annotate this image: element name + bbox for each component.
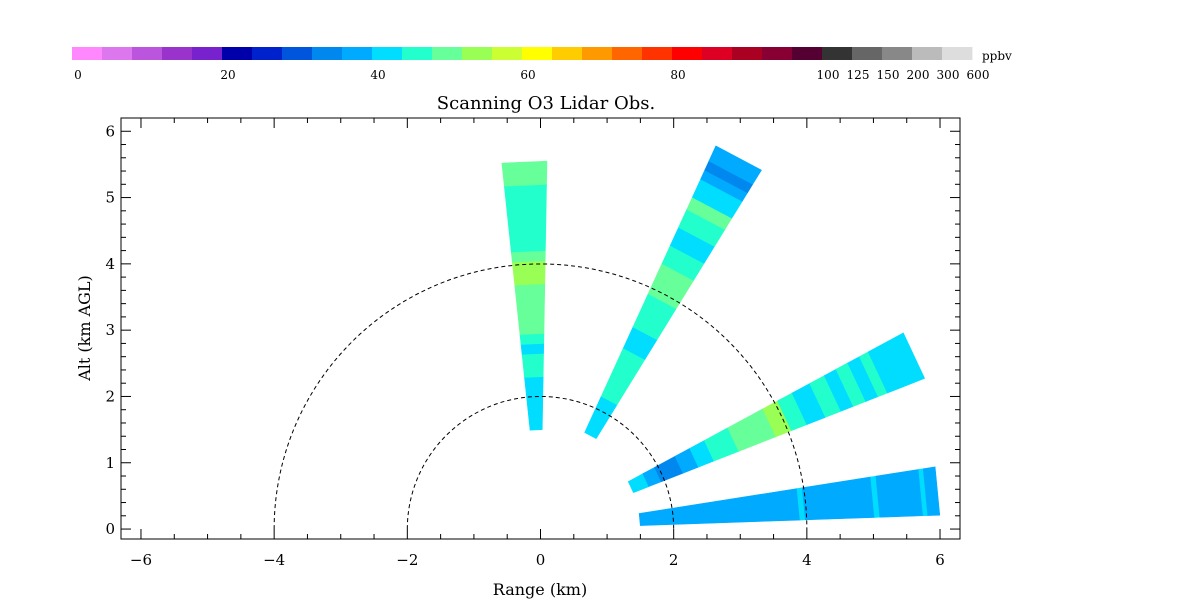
colorbar-swatch	[342, 47, 373, 60]
y-tick-label: 6	[105, 122, 115, 140]
colorbar-tick-label: 80	[670, 68, 685, 82]
colorbar-swatch	[702, 47, 733, 60]
colorbar-swatch	[942, 47, 973, 60]
x-axis-ticks: −6 −4 −2 0 2 4 6	[130, 118, 945, 569]
x-axis-label: Range (km)	[493, 580, 587, 599]
colorbar-swatch	[732, 47, 763, 60]
colorbar-swatch	[252, 47, 283, 60]
y-tick-label: 5	[105, 189, 115, 207]
colorbar-swatch	[462, 47, 493, 60]
y-tick-label: 3	[105, 321, 115, 339]
colorbar-tick-label: 0	[74, 68, 82, 82]
colorbar-tick-label: 600	[967, 68, 990, 82]
beam-segment	[519, 333, 545, 345]
colorbar-swatch	[192, 47, 223, 60]
colorbar-swatch	[162, 47, 193, 60]
colorbar-tick-label: 300	[937, 68, 960, 82]
colorbar-swatch	[672, 47, 703, 60]
y-axis-label: Alt (km AGL)	[75, 275, 94, 382]
x-tick-label: −2	[396, 551, 418, 569]
lidar-beam	[501, 160, 548, 431]
colorbar-tick-label: 40	[370, 68, 385, 82]
colorbar-swatch	[852, 47, 883, 60]
colorbar-swatch	[912, 47, 943, 60]
colorbar-swatch	[72, 47, 103, 60]
colorbar-swatch	[582, 47, 613, 60]
range-arc	[406, 395, 675, 530]
y-axis-ticks: 0 1 2 3 4 5 6	[105, 122, 960, 538]
colorbar-swatch	[882, 47, 913, 60]
beam-segment	[521, 353, 544, 378]
colorbar-tick-label: 20	[220, 68, 235, 82]
colorbar-swatch	[822, 47, 853, 60]
x-tick-label: −6	[130, 551, 152, 569]
colorbar-swatch	[552, 47, 583, 60]
beam-segment	[510, 250, 546, 263]
beam-segment	[520, 343, 545, 355]
colorbar-swatch	[102, 47, 133, 60]
colorbar-swatch	[132, 47, 163, 60]
beam-segment	[503, 184, 547, 253]
beam-segment	[922, 466, 941, 516]
lidar-beams	[501, 145, 941, 526]
range-reference-arcs	[273, 263, 808, 530]
colorbar-swatch	[282, 47, 313, 60]
colorbar-swatch	[402, 47, 433, 60]
colorbar-swatch	[792, 47, 823, 60]
lidar-beam	[627, 332, 926, 493]
colorbar-swatch	[372, 47, 403, 60]
colorbar-swatch	[432, 47, 463, 60]
colorbar-swatch	[612, 47, 643, 60]
beam-segment	[514, 283, 546, 335]
colorbar-swatch	[312, 47, 343, 60]
colorbar-swatch	[522, 47, 553, 60]
beam-segment	[708, 145, 762, 185]
beam-segment	[638, 488, 801, 526]
colorbar-swatch	[642, 47, 673, 60]
colorbar-tick-label: 60	[520, 68, 535, 82]
colorbar-tick-label: 150	[877, 68, 900, 82]
y-tick-label: 2	[105, 387, 115, 405]
colorbar-tick-label: 200	[907, 68, 930, 82]
beam-segment	[875, 469, 924, 518]
colorbar-tick-label: 100	[817, 68, 840, 82]
colorbar-unit-label: ppbv	[982, 49, 1012, 63]
beam-segment	[600, 347, 646, 406]
beam-segment	[867, 332, 926, 394]
colorbar-swatch	[762, 47, 793, 60]
y-tick-label: 0	[105, 520, 115, 538]
beam-segment	[524, 376, 544, 431]
colorbar: 0 20 40 60 80 100 125 150 200 300 600	[72, 47, 989, 82]
x-tick-label: 0	[536, 551, 546, 569]
colorbar-tick-label: 125	[847, 68, 870, 82]
y-tick-label: 4	[105, 255, 115, 273]
lidar-beam	[638, 466, 941, 526]
beam-segment	[501, 160, 548, 187]
y-tick-label: 1	[105, 454, 115, 472]
x-tick-label: 6	[935, 551, 945, 569]
colorbar-swatch	[222, 47, 253, 60]
beam-segment	[801, 476, 875, 521]
colorbar-swatch	[492, 47, 523, 60]
x-tick-label: −4	[263, 551, 285, 569]
lidar-beam	[584, 145, 762, 440]
x-tick-label: 2	[669, 551, 679, 569]
range-arc	[273, 263, 808, 530]
beam-segment	[584, 395, 618, 440]
chart-title: Scanning O3 Lidar Obs.	[437, 93, 655, 114]
x-tick-label: 4	[802, 551, 812, 569]
